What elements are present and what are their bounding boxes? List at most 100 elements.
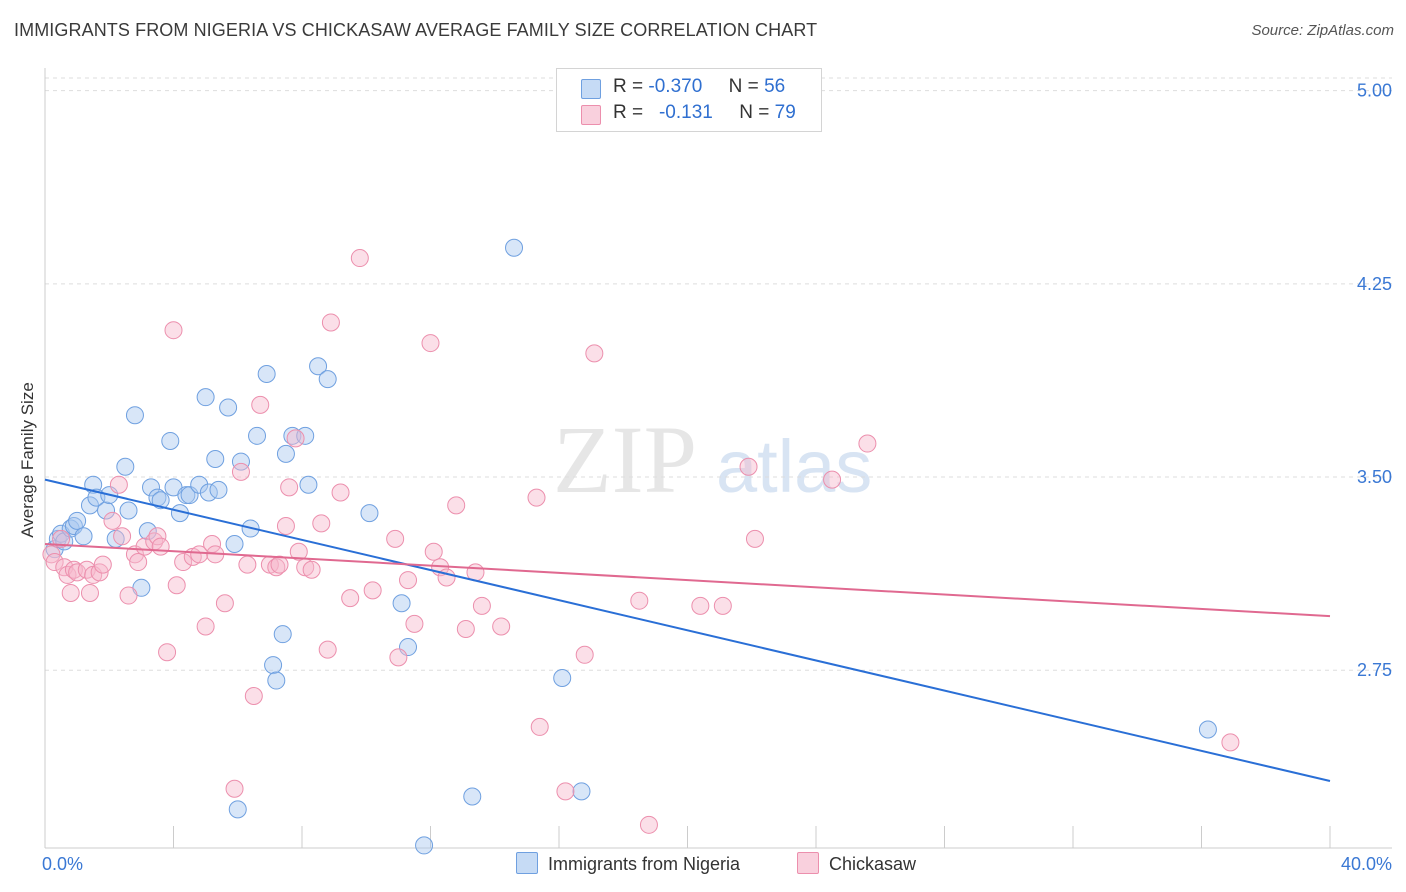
trend-lines — [44, 478, 1331, 782]
nigeria-point — [415, 836, 434, 855]
x-tick-label: 0.0% — [42, 854, 83, 874]
chickasaw-point — [151, 537, 170, 556]
chickasaw-point — [639, 815, 658, 834]
legend-swatch-nigeria — [516, 852, 538, 874]
x-tick-labels: 0.0% 40.0% — [42, 854, 1392, 874]
chickasaw-point — [148, 527, 167, 546]
chickasaw-point — [405, 614, 424, 633]
n-value: 79 — [774, 102, 796, 123]
chickasaw-point — [823, 470, 842, 489]
y-tick-label: 3.50 — [1357, 467, 1392, 487]
chickasaw-point — [421, 334, 440, 353]
axes — [44, 68, 1392, 849]
chickasaw-point — [321, 313, 340, 332]
nigeria-point — [257, 364, 276, 383]
nigeria-point — [248, 426, 267, 445]
nigeria-point — [309, 357, 328, 376]
chickasaw-point — [80, 583, 99, 602]
chickasaw-point — [64, 560, 83, 579]
stats-swatch-nigeria — [581, 79, 601, 99]
chickasaw-point — [341, 589, 360, 608]
watermark: ZIP atlas — [553, 406, 872, 513]
chickasaw-point — [267, 558, 286, 577]
y-axis-label: Average Family Size — [18, 382, 37, 538]
source-credit: Source: ZipAtlas.com — [1251, 22, 1394, 39]
chickasaw-point — [1221, 733, 1240, 752]
chickasaw-point — [472, 596, 491, 615]
nigeria-point — [283, 426, 302, 445]
r-label: R = — [613, 76, 644, 97]
chickasaw-point — [630, 591, 649, 610]
chickasaw-point — [103, 511, 122, 530]
chickasaw-point — [251, 395, 270, 414]
n-label: N = — [728, 76, 759, 97]
nigeria-point — [228, 800, 247, 819]
y-tick-label: 2.75 — [1357, 660, 1392, 680]
chickasaw-point — [276, 516, 295, 535]
series-nigeria-points — [45, 238, 1217, 855]
watermark-zip: ZIP — [553, 406, 697, 513]
y-axis-label-wrap: Average Family Size — [14, 290, 42, 630]
legend-item-nigeria[interactable]: Immigrants from Nigeria — [516, 852, 740, 876]
nigeria-point — [267, 671, 286, 690]
nigeria-point — [74, 527, 93, 546]
nigeria-trend-line — [44, 478, 1331, 782]
data-points — [42, 238, 1240, 855]
chickasaw-point — [270, 555, 289, 574]
legend-item-chickasaw[interactable]: Chickasaw — [797, 852, 916, 876]
nigeria-point — [196, 388, 215, 407]
nigeria-point — [161, 431, 180, 450]
nigeria-point — [572, 782, 591, 801]
y-tick-label: 5.00 — [1357, 81, 1392, 101]
nigeria-point — [68, 511, 87, 530]
nigeria-point — [125, 406, 144, 425]
chickasaw-point — [302, 560, 321, 579]
nigeria-point — [463, 787, 482, 806]
chickasaw-point — [225, 779, 244, 798]
chickasaw-point — [190, 545, 209, 564]
nigeria-point — [225, 535, 244, 554]
r-value: -0.131 — [658, 102, 713, 123]
chickasaw-point — [363, 581, 382, 600]
y-tick-label: 4.25 — [1357, 274, 1392, 294]
chickasaw-point — [556, 782, 575, 801]
nigeria-point — [206, 450, 225, 468]
nigeria-point — [138, 522, 157, 541]
correlation-stats-box: R = -0.370 N = 56 R = -0.131 N = 79 — [556, 68, 822, 132]
chickasaw-point — [312, 514, 331, 533]
chickasaw-point — [119, 586, 138, 605]
chickasaw-point — [713, 596, 732, 615]
chickasaw-point — [386, 529, 405, 548]
r-label: R = — [613, 102, 644, 123]
chickasaw-point — [585, 344, 604, 363]
chart-title: IMMIGRANTS FROM NIGERIA VS CHICKASAW AVE… — [14, 20, 818, 40]
chickasaw-point — [456, 620, 475, 639]
nigeria-point — [151, 491, 170, 510]
n-label: N = — [739, 102, 770, 123]
nigeria-point — [553, 668, 572, 687]
nigeria-point — [231, 452, 250, 471]
chickasaw-point — [530, 717, 549, 736]
chickasaw-point — [61, 583, 80, 602]
nigeria-point — [97, 501, 116, 520]
chickasaw-point — [280, 478, 299, 497]
chickasaw-point — [52, 529, 71, 548]
nigeria-point — [276, 444, 295, 463]
nigeria-point — [116, 457, 135, 476]
nigeria-point — [190, 475, 209, 494]
nigeria-point — [80, 496, 99, 515]
chickasaw-point — [238, 555, 257, 574]
chickasaw-point — [289, 542, 308, 561]
nigeria-point — [505, 238, 524, 257]
chickasaw-point — [174, 553, 193, 572]
nigeria-point — [299, 475, 318, 494]
nigeria-point — [1198, 720, 1217, 739]
chickasaw-point — [691, 596, 710, 615]
r-value: -0.370 — [648, 76, 703, 97]
chickasaw-point — [350, 249, 369, 268]
chickasaw-point — [196, 617, 215, 636]
watermark-atlas: atlas — [716, 425, 872, 508]
nigeria-point — [219, 398, 238, 417]
chickasaw-point — [113, 527, 132, 546]
